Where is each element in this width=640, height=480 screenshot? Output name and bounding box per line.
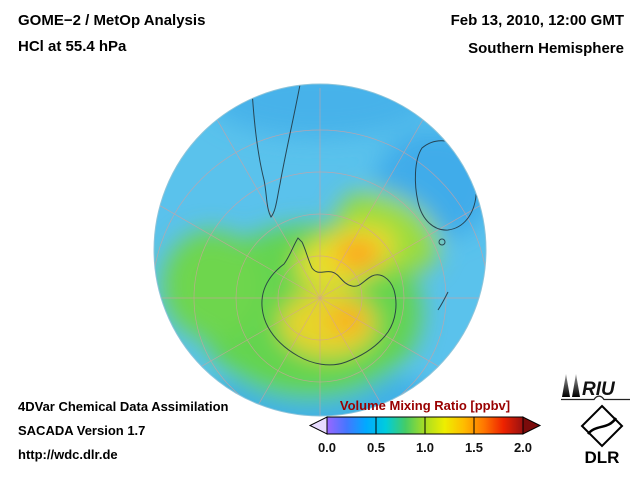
coast-new-zealand (437, 291, 449, 311)
tick-3: 1.5 (465, 440, 483, 455)
tick-1: 0.5 (367, 440, 385, 455)
globe-rim (153, 83, 487, 417)
analysis-title: GOME−2 / MetOp Analysis (18, 12, 206, 29)
colorbar-tick-labels: 0.0 0.5 1.0 1.5 2.0 (318, 440, 532, 455)
cathedral-spires-icon (562, 374, 580, 397)
tick-2: 1.0 (416, 440, 434, 455)
coast-tasmania (438, 238, 446, 246)
graticule (154, 88, 486, 416)
wdc-url: http://wdc.dlr.de (18, 447, 118, 462)
coast-south-america (250, 84, 303, 218)
tick-0: 0.0 (318, 440, 336, 455)
dlr-wordmark: DLR (585, 448, 620, 467)
colorbar-arrow-left (308, 416, 328, 435)
tick-4: 2.0 (514, 440, 532, 455)
assimilation-label: 4DVar Chemical Data Assimilation (18, 399, 229, 414)
colorbar-title: Volume Mixing Ratio [ppbv] (340, 398, 510, 413)
colorbar-tick-marks (375, 417, 475, 434)
riu-logo: RIU (561, 374, 630, 401)
colorbar: Volume Mixing Ratio [ppbv] 0.0 0.5 1.0 1… (308, 398, 542, 455)
datetime-label: Feb 13, 2010, 12:00 GMT (450, 12, 624, 29)
coast-antarctica (261, 237, 397, 366)
species-level: HCl at 55.4 hPa (18, 38, 127, 55)
dlr-logo: DLR (580, 404, 624, 467)
colorbar-arrow-right (522, 416, 542, 435)
dlr-emblem-icon (580, 404, 624, 448)
hemisphere-label: Southern Hemisphere (468, 40, 624, 57)
riu-underline (561, 395, 630, 401)
riu-wordmark: RIU (582, 379, 616, 400)
version-label: SACADA Version 1.7 (18, 423, 146, 438)
hemisphere-map (153, 83, 487, 417)
